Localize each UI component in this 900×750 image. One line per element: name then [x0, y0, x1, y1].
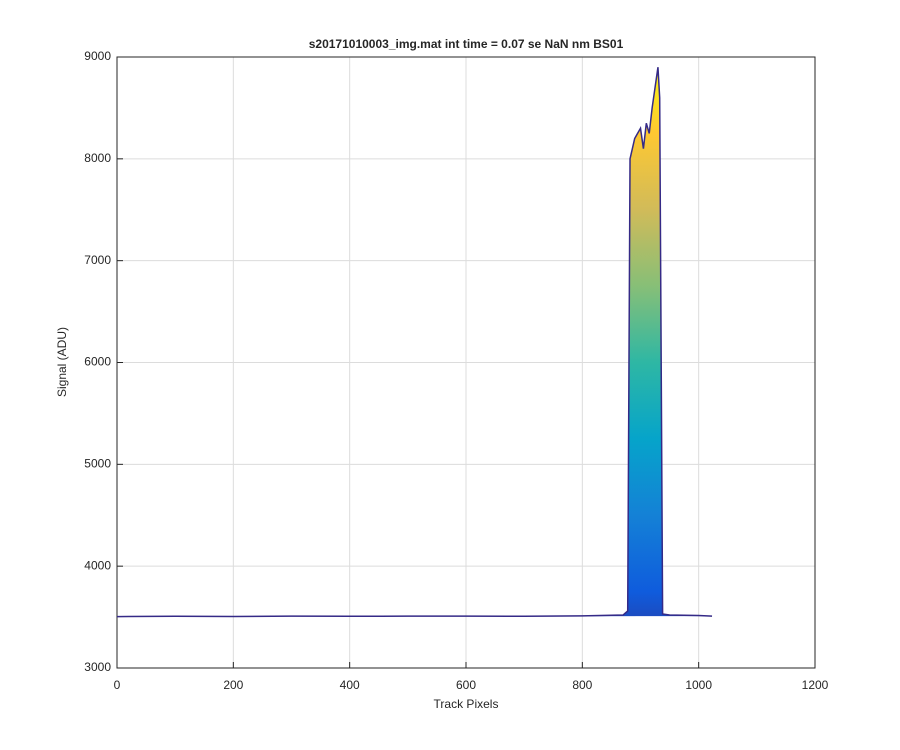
data-line: [116, 67, 713, 618]
y-tick-label: 5000: [84, 457, 111, 471]
plot-frame: [116, 56, 816, 669]
x-tick-label: 600: [456, 678, 476, 692]
y-tick-label: 9000: [84, 49, 111, 63]
y-tick-label: 8000: [84, 151, 111, 165]
x-axis-label: Track Pixels: [434, 697, 499, 711]
x-tick-label: 800: [572, 678, 592, 692]
x-tick-label: 1000: [685, 678, 712, 692]
chart-title: s20171010003_img.mat int time = 0.07 se …: [309, 37, 624, 51]
y-axis-label: Signal (ADU): [55, 327, 69, 397]
x-tick-label: 1200: [802, 678, 829, 692]
x-tick-label: 400: [340, 678, 360, 692]
y-tick-label: 6000: [84, 355, 111, 369]
x-tick-label: 0: [114, 678, 121, 692]
x-tick-label: 200: [223, 678, 243, 692]
y-tick-label: 7000: [84, 253, 111, 267]
y-tick-label: 3000: [84, 660, 111, 674]
y-tick-label: 4000: [84, 558, 111, 572]
